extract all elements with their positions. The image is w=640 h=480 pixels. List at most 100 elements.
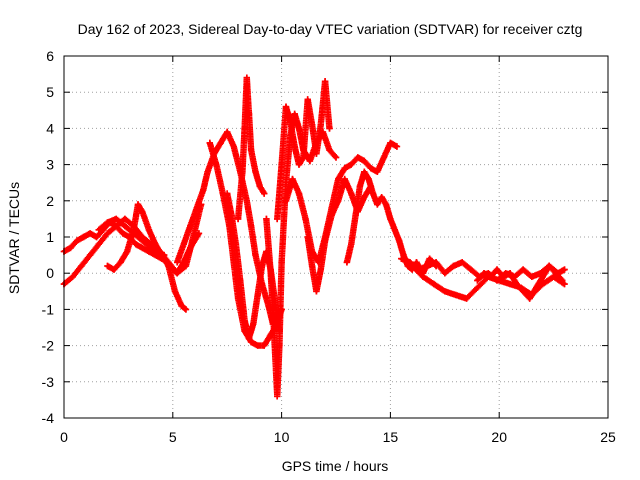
data-point — [261, 190, 268, 197]
data-point — [228, 212, 235, 219]
data-point — [348, 241, 355, 248]
data-point — [487, 273, 494, 280]
data-point — [213, 161, 220, 168]
data-point — [86, 230, 94, 237]
data-point — [261, 342, 268, 349]
data-point — [367, 165, 374, 172]
data-point — [119, 230, 126, 237]
data-point — [252, 251, 259, 259]
y-tick-label: -3 — [42, 374, 55, 390]
data-point — [321, 237, 329, 244]
data-point — [237, 277, 244, 284]
data-point — [282, 179, 290, 186]
data-point — [493, 266, 501, 273]
y-tick-label: 4 — [46, 120, 54, 136]
series-sat-e — [174, 128, 277, 328]
data-point — [441, 288, 448, 295]
data-point — [378, 194, 385, 201]
data-point — [328, 212, 335, 219]
data-point — [406, 259, 414, 266]
data-point — [295, 190, 303, 197]
series-sat-p — [474, 262, 566, 302]
marker-path — [343, 168, 440, 277]
data-point — [69, 273, 76, 280]
data-point — [306, 157, 314, 165]
data-point — [289, 175, 296, 183]
data-point — [130, 230, 137, 237]
data-point — [247, 338, 255, 346]
y-tick-label: 5 — [46, 84, 54, 100]
data-point — [274, 393, 281, 400]
data-point — [182, 262, 190, 270]
x-tick-label: 20 — [491, 429, 507, 445]
series-sat-h — [234, 74, 268, 223]
data-point — [335, 197, 342, 204]
data-point — [480, 270, 488, 277]
data-point — [352, 212, 359, 219]
data-point — [206, 139, 213, 147]
data-point — [232, 241, 240, 248]
data-point — [304, 233, 311, 241]
data-point — [506, 270, 514, 277]
x-tick-label: 0 — [60, 429, 68, 445]
data-point — [365, 175, 372, 183]
data-point — [348, 190, 355, 197]
data-point — [241, 125, 248, 132]
series-sat-j — [274, 78, 333, 223]
data-point — [121, 215, 129, 223]
data-point — [393, 143, 401, 150]
data-point — [243, 74, 250, 81]
data-point — [267, 270, 274, 277]
data-point — [374, 168, 381, 175]
data-point — [409, 262, 416, 270]
data-point — [193, 204, 200, 212]
series-sat-d — [95, 215, 168, 259]
y-tick-label: -2 — [42, 338, 55, 354]
data-point — [93, 233, 100, 241]
data-point — [302, 215, 309, 223]
x-tick-label: 25 — [600, 429, 616, 445]
data-point — [291, 110, 298, 118]
data-point — [295, 125, 303, 132]
data-point — [139, 244, 146, 252]
data-point — [308, 262, 316, 270]
data-point — [332, 154, 340, 161]
data-point — [274, 215, 281, 223]
data-point — [561, 266, 568, 273]
data-point — [139, 208, 146, 215]
data-point — [200, 186, 207, 194]
data-point — [171, 288, 179, 295]
data-point — [361, 157, 368, 165]
data-point — [519, 288, 527, 295]
y-tick-label: 0 — [46, 265, 54, 281]
series-sat-g — [224, 190, 283, 342]
data-point — [147, 244, 155, 252]
data-point — [78, 262, 85, 270]
series-sat-l — [304, 175, 374, 295]
data-point — [104, 262, 111, 270]
data-point — [67, 244, 74, 252]
data-point — [282, 197, 290, 204]
data-point — [269, 306, 277, 313]
data-point — [95, 241, 102, 248]
data-point — [123, 248, 131, 255]
data-point — [343, 259, 351, 266]
data-point — [356, 183, 364, 190]
data-point — [546, 262, 553, 270]
data-point — [104, 219, 111, 226]
data-point — [278, 259, 285, 266]
y-tick-label: 1 — [46, 229, 54, 245]
data-point — [247, 146, 255, 154]
data-point — [452, 291, 459, 299]
data-point — [154, 248, 161, 255]
data-point — [424, 262, 431, 270]
data-point — [217, 139, 224, 147]
data-point — [247, 222, 255, 230]
data-point — [165, 262, 172, 270]
data-point — [391, 226, 398, 233]
data-point — [317, 266, 324, 273]
x-tick-label: 5 — [169, 429, 177, 445]
data-point — [313, 150, 320, 157]
data-point — [117, 259, 124, 266]
